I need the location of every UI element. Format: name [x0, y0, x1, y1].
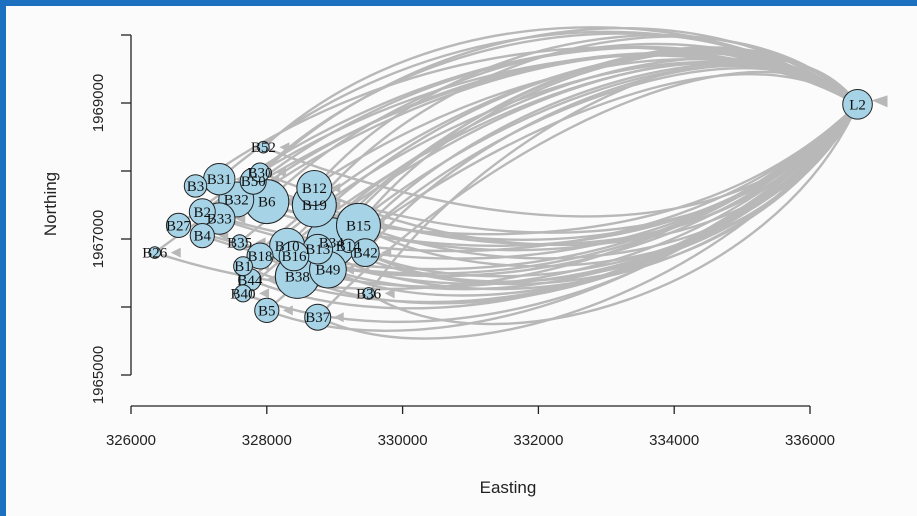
x-tick-label: 326000: [106, 432, 156, 449]
node-label-b38: B38: [285, 269, 310, 285]
x-tick-label: 334000: [649, 432, 699, 449]
x-tick-label: 328000: [242, 432, 292, 449]
node-label-b37: B37: [305, 310, 331, 326]
node-b18: [246, 242, 274, 270]
y-tick-label: 1969000: [90, 74, 107, 132]
node-label-b26: B26: [142, 246, 168, 262]
node-label-b32: B32: [224, 193, 249, 209]
flow-arrowhead: [343, 264, 354, 275]
x-tick-label: 336000: [785, 432, 835, 449]
node-label-b4: B4: [194, 229, 212, 245]
node-label-b2: B2: [194, 205, 212, 221]
edges-layer: [154, 26, 888, 340]
node-b27: [165, 212, 192, 238]
node-label-b18: B18: [248, 249, 273, 265]
node-label-b40: B40: [231, 286, 256, 302]
node-b30: [250, 162, 270, 183]
node-b3: [183, 174, 208, 198]
node-label-b15: B15: [346, 218, 371, 234]
node-label-b49: B49: [315, 263, 340, 279]
node-label-b52: B52: [251, 140, 276, 156]
flow-edge: [317, 103, 859, 340]
flow-edge: [316, 70, 859, 319]
flow-arrowhead: [333, 312, 344, 323]
node-label-b13: B13: [305, 242, 330, 258]
node-b35: [231, 234, 248, 251]
node-label-b34: B34: [319, 235, 345, 251]
node-label-b10: B10: [275, 239, 300, 255]
node-b40: [234, 284, 253, 303]
node-label-b16: B16: [281, 249, 307, 265]
node-label-b3: B3: [187, 179, 205, 195]
node-b14: [341, 238, 356, 254]
node-b42: [350, 238, 380, 268]
node-label-b27: B27: [166, 218, 192, 234]
x-tick-label: 332000: [513, 432, 563, 449]
flow-arrowhead: [384, 288, 395, 299]
y-tick-label: 1965000: [90, 346, 107, 404]
node-label-b14: B14: [336, 239, 362, 255]
node-label-b36: B36: [356, 286, 382, 302]
flow-edge: [367, 57, 859, 295]
flow-arrowhead: [259, 288, 270, 299]
node-label-b33: B33: [207, 212, 232, 228]
node-b1: [233, 256, 253, 277]
node-b52: [257, 140, 270, 154]
node-b5: [254, 297, 280, 323]
node-label-b19: B19: [302, 198, 327, 214]
flow-arrowhead: [265, 274, 276, 285]
node-l2: [842, 89, 873, 120]
node-label-b12: B12: [302, 181, 327, 197]
node-label-b30: B30: [248, 165, 273, 181]
flow-arrowhead: [871, 95, 888, 108]
y-axis-title: Northing: [41, 172, 60, 236]
node-label-b42: B42: [353, 246, 378, 262]
node-label-b1: B1: [234, 259, 252, 275]
flow-arrowhead: [170, 247, 181, 258]
node-label-b44: B44: [237, 273, 263, 289]
node-label-b50: B50: [241, 174, 266, 190]
node-b26: [148, 246, 162, 259]
y-tick-label: 1967000: [90, 210, 107, 268]
axes-layer: 326000 328000 330000 332000 334000 336000 1965…: [90, 34, 835, 449]
node-label-b35: B35: [227, 235, 252, 251]
node-label-b31: B31: [207, 172, 232, 188]
x-axis-title: Easting: [480, 478, 537, 497]
node-label-b5: B5: [258, 303, 276, 319]
node-label-b6: B6: [258, 195, 276, 211]
flow-edge: [368, 103, 859, 326]
node-b36: [362, 287, 375, 300]
node-b16: [278, 240, 310, 272]
node-b4: [189, 223, 215, 249]
x-tick-label: 330000: [378, 432, 428, 449]
node-label-l2: L2: [849, 97, 866, 113]
flow-arrowhead: [282, 305, 293, 316]
node-b37: [304, 303, 332, 331]
node-b12: [296, 170, 333, 206]
